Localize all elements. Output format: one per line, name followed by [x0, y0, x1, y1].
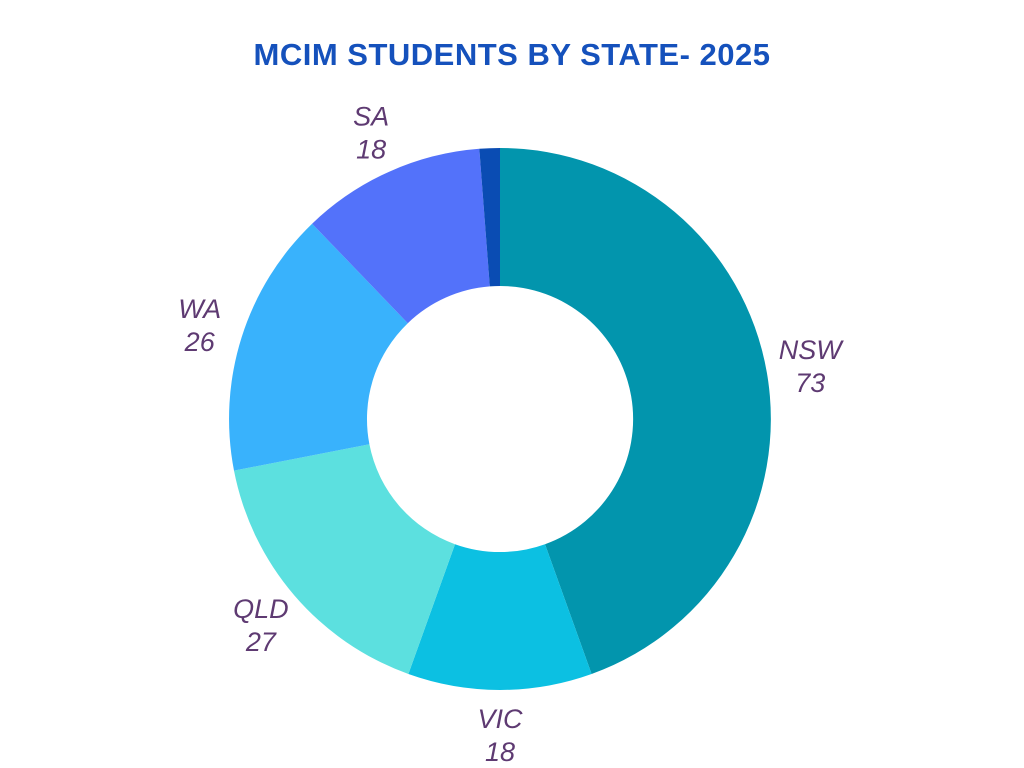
chart-title: MCIM STUDENTS BY STATE- 2025: [253, 37, 771, 72]
value-qld: 27: [245, 627, 277, 657]
slice-vic: [408, 544, 592, 690]
label-qld: QLD: [233, 594, 289, 624]
label-wa: WA: [178, 294, 221, 324]
value-vic: 18: [485, 737, 515, 767]
label-sa: SA: [353, 102, 389, 132]
value-wa: 26: [184, 327, 216, 357]
value-sa: 18: [356, 135, 386, 165]
slice-nsw: [500, 148, 771, 674]
slice-sa: [312, 148, 490, 324]
slice-wa: [229, 223, 408, 471]
label-vic: VIC: [477, 704, 523, 734]
label-nsw: NSW: [779, 335, 845, 365]
slice-unlabeled: [479, 148, 500, 287]
slice-qld: [234, 444, 455, 674]
value-nsw: 73: [795, 368, 825, 398]
